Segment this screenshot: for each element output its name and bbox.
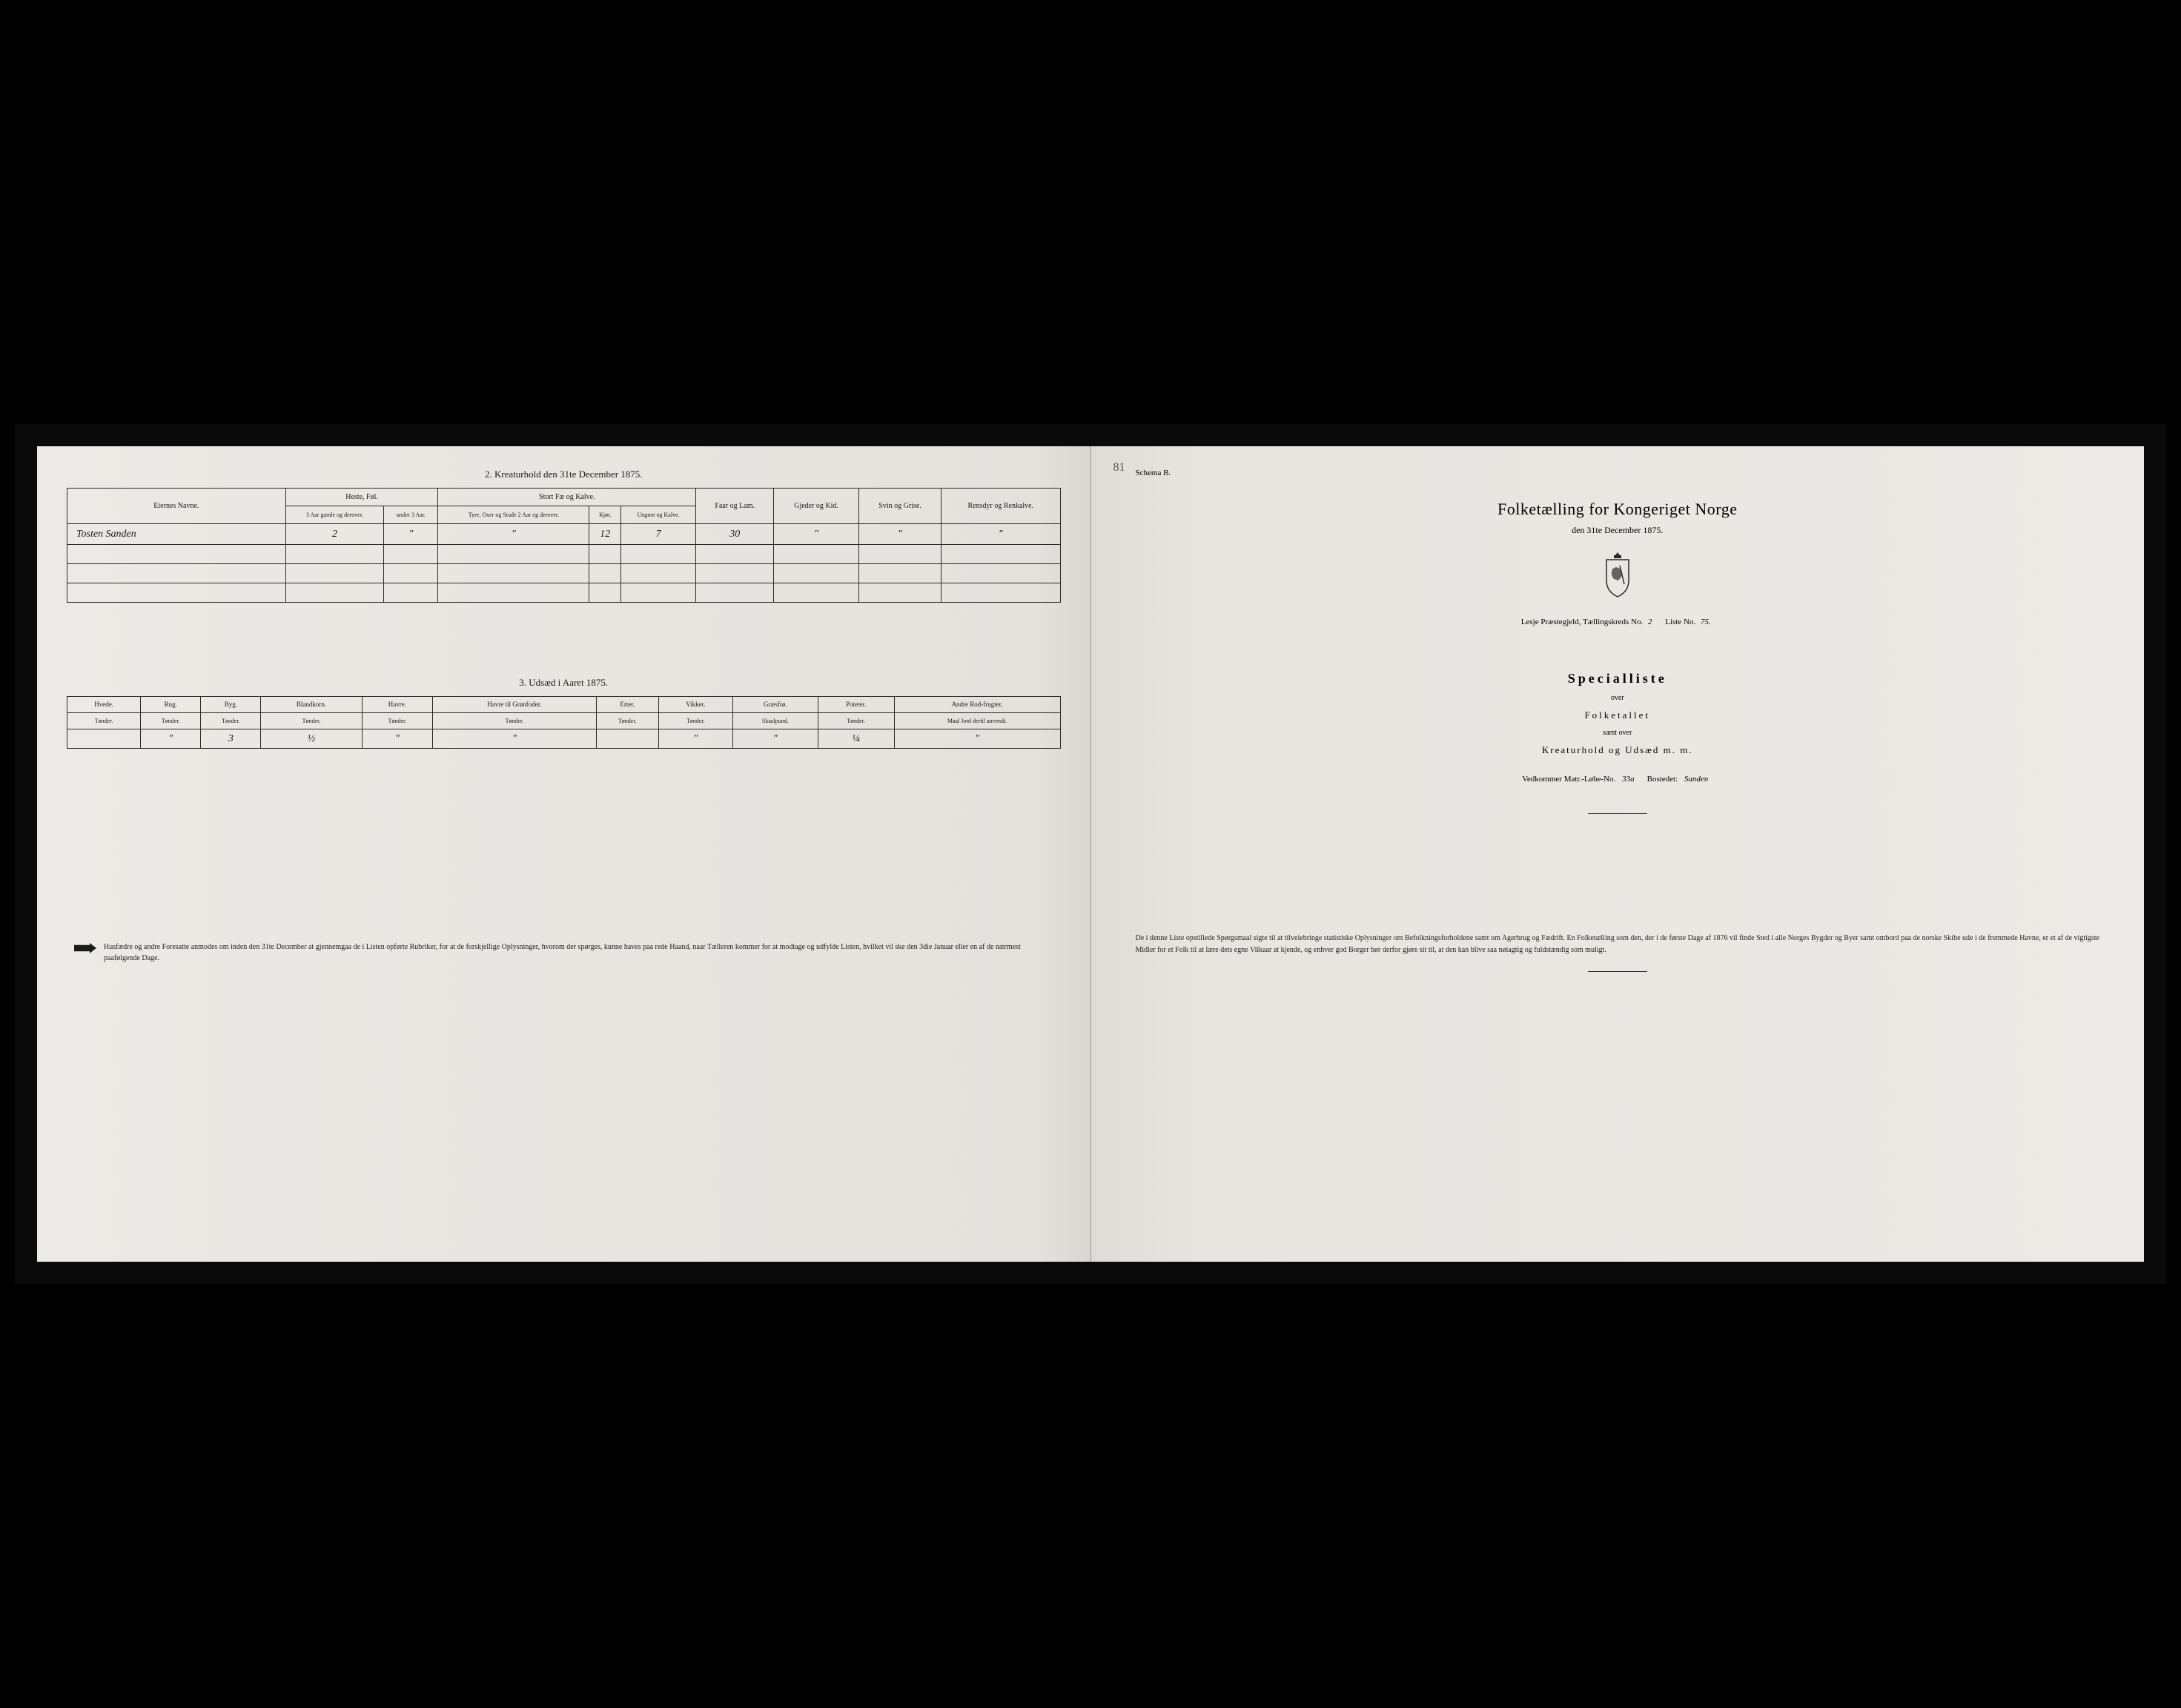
cell-name: Tosten Sanden — [67, 524, 286, 545]
sub: Tønder. — [433, 713, 597, 729]
col-heste: Heste, Føl. — [285, 489, 438, 506]
scan-frame: 2. Kreaturhold den 31te December 1875. E… — [15, 424, 2166, 1284]
cell: " — [438, 524, 589, 545]
footer-text: Husfædre og andre Foresatte anmodes om i… — [104, 941, 1053, 964]
col-heste2: under 3 Aar. — [384, 506, 438, 524]
parish-val1: 2 — [1648, 618, 1652, 626]
sub: Maal Jord dertil anvendt. — [894, 713, 1060, 729]
col-stort: Stort Fæ og Kalve. — [438, 489, 696, 506]
divider — [1588, 971, 1647, 972]
col-name: Eiernes Navne. — [67, 489, 286, 524]
cell — [67, 729, 141, 749]
pointer-icon — [74, 943, 96, 953]
col-erter: Erter. — [596, 697, 658, 713]
vedkommer-line: Vedkommer Matr.-Løbe-No. 33a Bostedet: S… — [1121, 775, 2115, 784]
over-label: over — [1121, 694, 2115, 702]
col-hvede: Hvede. — [67, 697, 141, 713]
cell: " — [384, 524, 438, 545]
cell: ½ — [261, 729, 362, 749]
col-byg: Byg. — [201, 697, 261, 713]
specialliste-title: Specialliste — [1121, 671, 2115, 686]
col-havre: Havre. — [362, 697, 432, 713]
cell: " — [894, 729, 1060, 749]
udsaed-table: Hvede. Rug. Byg. Blandkorn. Havre. Havre… — [67, 696, 1061, 749]
cell: 2 — [285, 524, 384, 545]
table-row — [67, 545, 1061, 564]
col-svin: Svin og Grise. — [858, 489, 941, 524]
section2-title: 2. Kreaturhold den 31te December 1875. — [67, 469, 1061, 480]
coat-of-arms-icon — [1121, 551, 2115, 599]
schema-label: Schema B. — [1136, 469, 2115, 477]
col-andre: Andre Rod-frugter. — [894, 697, 1060, 713]
col-stort1: Tyre, Oxer og Stude 2 Aar og derover. — [438, 506, 589, 524]
subtitle: den 31te December 1875. — [1121, 525, 2115, 536]
col-poteter: Poteter. — [818, 697, 894, 713]
sub: Tønder. — [141, 713, 201, 729]
cell: 7 — [621, 524, 696, 545]
col-vikker: Vikker. — [658, 697, 732, 713]
sub: Tønder. — [818, 713, 894, 729]
cell: " — [141, 729, 201, 749]
col-heste1: 3 Aar gamle og derover. — [285, 506, 384, 524]
right-footer-text: De i denne Liste opstillede Spørgsmaal s… — [1121, 933, 2115, 956]
sub: Tønder. — [261, 713, 362, 729]
sub: Tønder. — [658, 713, 732, 729]
parish-label1: Lesje Præstegjeld, Tællingskreds No. — [1521, 618, 1643, 626]
folketallet-label: Folketallet — [1121, 709, 2115, 721]
vedkommer-label1: Vedkommer Matr.-Løbe-No. — [1522, 775, 1615, 784]
table-row — [67, 564, 1061, 583]
col-stort2: Kjør. — [589, 506, 621, 524]
table-row: " 3 ½ " " " " ¼ " — [67, 729, 1061, 749]
table-row: Tosten Sanden 2 " " 12 7 30 " " " — [67, 524, 1061, 545]
col-rug: Rug. — [141, 697, 201, 713]
document-spread: 2. Kreaturhold den 31te December 1875. E… — [37, 446, 2144, 1262]
cell: " — [658, 729, 732, 749]
col-graesfro: Græsfrø. — [733, 697, 818, 713]
vedkommer-val2: Sanden — [1684, 775, 1708, 784]
cell: " — [941, 524, 1060, 545]
divider — [1588, 813, 1647, 814]
parish-val2: 75. — [1701, 618, 1711, 626]
cell: ¼ — [818, 729, 894, 749]
page-number-marker: 81 — [1113, 461, 1125, 474]
left-page: 2. Kreaturhold den 31te December 1875. E… — [37, 446, 1091, 1262]
cell: 3 — [201, 729, 261, 749]
cell: " — [433, 729, 597, 749]
sub: Tønder. — [596, 713, 658, 729]
right-page: 81 Schema B. Folketælling for Kongeriget… — [1091, 446, 2145, 1262]
main-title: Folketælling for Kongeriget Norge — [1121, 500, 2115, 519]
sub: Tønder. — [67, 713, 141, 729]
cell — [596, 729, 658, 749]
table-row — [67, 583, 1061, 603]
parish-label2: Liste No. — [1665, 618, 1695, 626]
cell: " — [858, 524, 941, 545]
col-rensdyr: Rensdyr og Renkalve. — [941, 489, 1060, 524]
sub: Tønder. — [362, 713, 432, 729]
kreatur-line: Kreaturhold og Udsæd m. m. — [1121, 744, 2115, 756]
sub: Skaalpund. — [733, 713, 818, 729]
vedkommer-label2: Bostedet: — [1647, 775, 1678, 784]
left-footer: Husfædre og andre Foresatte anmodes om i… — [67, 941, 1061, 964]
parish-line: Lesje Præstegjeld, Tællingskreds No. 2 L… — [1121, 618, 2115, 626]
samt-label: samt over — [1121, 729, 2115, 737]
cell: 30 — [696, 524, 774, 545]
cell: " — [362, 729, 432, 749]
col-stort3: Ungnot og Kalve. — [621, 506, 696, 524]
col-blandkorn: Blandkorn. — [261, 697, 362, 713]
cell: " — [733, 729, 818, 749]
section3-title: 3. Udsæd i Aaret 1875. — [67, 677, 1061, 689]
cell: " — [774, 524, 859, 545]
col-gjeder: Gjeder og Kid. — [774, 489, 859, 524]
col-faar: Faar og Lam. — [696, 489, 774, 524]
kreatur-table: Eiernes Navne. Heste, Føl. Stort Fæ og K… — [67, 488, 1061, 603]
cell: 12 — [589, 524, 621, 545]
col-havre-gron: Havre til Grønfoder. — [433, 697, 597, 713]
vedkommer-val1: 33a — [1622, 775, 1635, 784]
sub: Tønder. — [201, 713, 261, 729]
